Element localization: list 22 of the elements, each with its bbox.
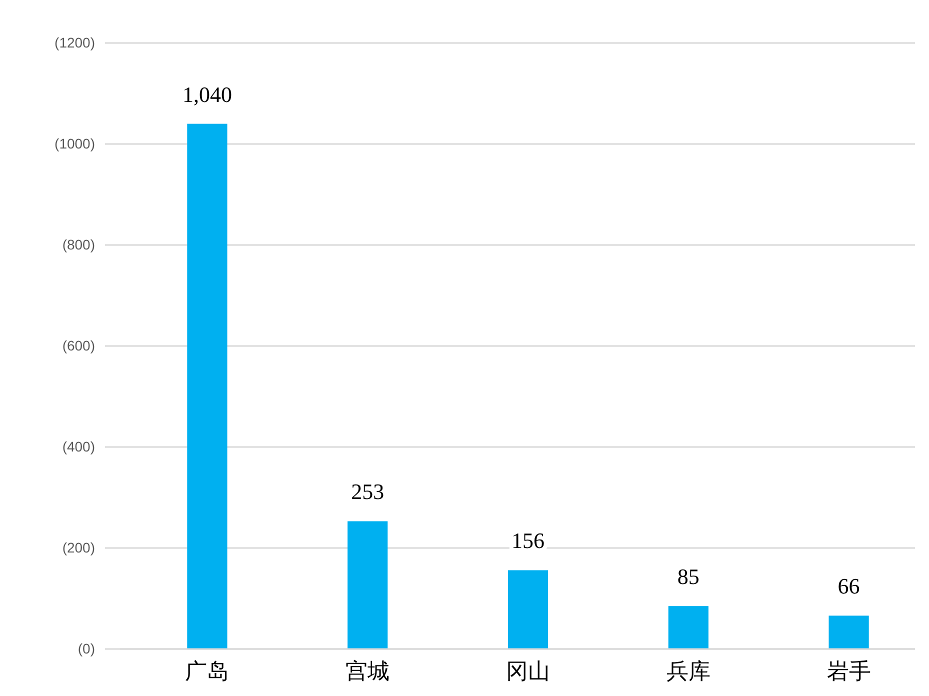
x-tick-label: 宫城: [346, 660, 390, 685]
data-label: 1,040: [182, 82, 232, 107]
y-tick-label: (200): [62, 539, 95, 556]
data-label: 253: [351, 479, 384, 504]
bar: [668, 606, 708, 649]
y-tick-label: (600): [62, 337, 95, 354]
y-tick-label: (400): [62, 438, 95, 454]
x-tick-label: 兵库: [666, 660, 710, 685]
bar: [187, 124, 228, 649]
data-label: 66: [838, 574, 860, 599]
bar: [348, 521, 388, 649]
y-tick-label: (1200): [54, 34, 95, 50]
data-label: 85: [677, 564, 700, 590]
y-tick-label: (800): [62, 236, 95, 252]
x-tick-label: 广岛: [185, 660, 230, 685]
x-tick-label: 冈山: [506, 660, 550, 685]
y-tick-label: (1000): [54, 135, 95, 152]
x-tick-label: 岩手: [826, 660, 871, 685]
y-tick-label: (0): [78, 640, 95, 656]
bar: [828, 616, 869, 649]
data-label: 156: [512, 528, 544, 554]
bar: [508, 570, 548, 649]
